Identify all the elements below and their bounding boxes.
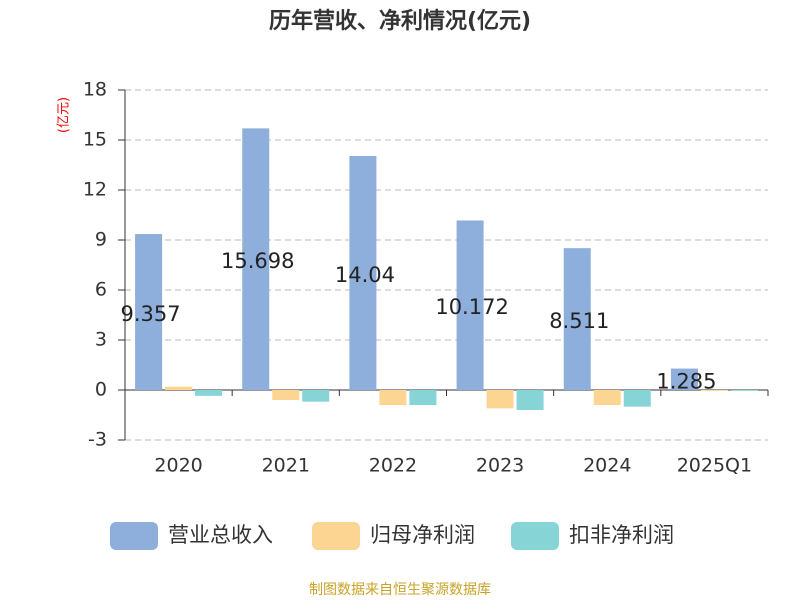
data-label: 14.04	[335, 263, 395, 287]
y-tick-label: 9	[95, 229, 107, 251]
legend-label: 营业总收入	[168, 523, 273, 547]
bar	[486, 390, 514, 409]
data-label: 9.357	[121, 302, 181, 326]
legend-label: 扣非净利润	[569, 523, 674, 547]
x-tick-label: 2025Q1	[677, 455, 752, 477]
x-tick-label: 2020	[154, 455, 202, 477]
y-axis-label: (亿元)	[57, 97, 72, 133]
bar	[302, 390, 330, 402]
chart-title: 历年营收、净利情况(亿元)	[269, 8, 531, 34]
bar	[195, 390, 223, 396]
bar	[135, 234, 163, 390]
legend-label: 归母净利润	[370, 523, 475, 547]
bar	[349, 156, 377, 390]
bar	[516, 390, 544, 410]
bar	[730, 390, 758, 391]
bar	[593, 390, 621, 405]
bar	[456, 220, 484, 390]
bar	[165, 386, 193, 390]
data-label: 15.698	[221, 249, 294, 273]
x-tick-label: 2024	[583, 455, 631, 477]
y-tick-label: 0	[95, 379, 107, 401]
data-label: 8.511	[549, 309, 609, 333]
data-label: 1.285	[656, 369, 716, 393]
data-label: 10.172	[435, 295, 508, 319]
x-tick-label: 2021	[262, 455, 310, 477]
bar	[670, 368, 698, 390]
bar	[409, 390, 437, 405]
bar	[379, 390, 407, 405]
y-tick-label: 12	[83, 179, 107, 201]
y-tick-label: -3	[88, 429, 107, 451]
legend-swatch	[110, 522, 158, 550]
legend-swatch	[511, 522, 559, 550]
y-tick-label: 6	[95, 279, 107, 301]
source-note: 制图数据来自恒生聚源数据库	[309, 582, 491, 598]
legend-swatch	[312, 522, 360, 550]
bar	[563, 248, 591, 390]
y-tick-label: 3	[95, 329, 107, 351]
bar	[242, 128, 270, 390]
bar	[272, 390, 300, 400]
bar	[623, 390, 651, 407]
bar	[700, 390, 728, 391]
x-tick-label: 2023	[476, 455, 524, 477]
y-tick-label: 18	[83, 79, 107, 101]
x-tick-label: 2022	[369, 455, 417, 477]
y-tick-label: 15	[83, 129, 107, 151]
